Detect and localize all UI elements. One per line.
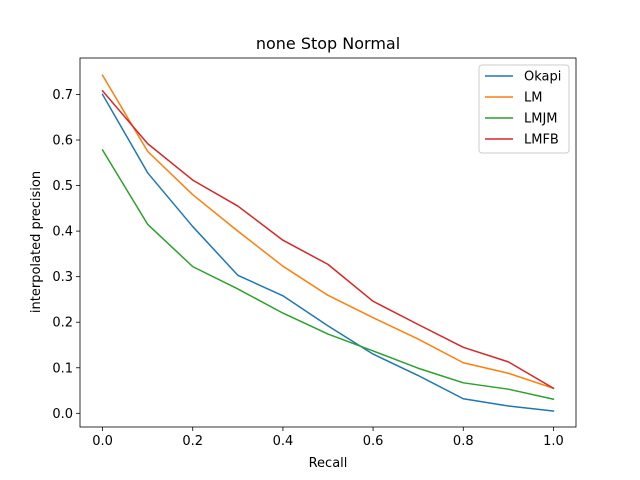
y-axis-label: interpolated precision [29, 171, 44, 313]
x-tick-label: 0.2 [182, 434, 203, 449]
x-tick-label: 1.0 [543, 434, 564, 449]
x-tick-label: 0.4 [273, 434, 294, 449]
series-line-okapi [101, 93, 555, 412]
legend-label-lmjm: LMJM [524, 112, 558, 127]
axes-frame [79, 57, 577, 428]
series-line-lmjm [101, 148, 555, 401]
y-tick-label: 0.5 [52, 179, 73, 194]
x-axis-label: Recall [309, 456, 348, 471]
y-tick-label: 0.4 [52, 225, 73, 240]
y-tick-label: 0.2 [52, 316, 73, 331]
plot-area: 0.0 0.2 0.4 0.6 0.8 1.0 0.0 0.1 0.2 0.3 0.4 0.5 0.6 0… [52, 57, 577, 449]
y-tick-label: 0.3 [52, 270, 73, 285]
y-tick-label: 0.7 [52, 88, 73, 103]
chart-title: none Stop Normal [256, 34, 400, 53]
series-line-lmfb [101, 89, 555, 390]
series-line-lm [101, 74, 555, 390]
legend: Okapi LM LMJM LMFB [478, 64, 570, 154]
y-tick-label: 0.0 [52, 407, 73, 422]
legend-label-lmfb: LMFB [524, 133, 559, 148]
x-tick-label: 0.6 [363, 434, 384, 449]
y-tick-label: 0.6 [52, 134, 73, 149]
legend-label-okapi: Okapi [524, 70, 561, 85]
y-tick-label: 0.1 [52, 361, 73, 376]
x-tick-label: 0.0 [92, 434, 113, 449]
x-tick-label: 0.8 [453, 434, 474, 449]
legend-box [478, 64, 570, 154]
legend-label-lm: LM [524, 91, 542, 106]
